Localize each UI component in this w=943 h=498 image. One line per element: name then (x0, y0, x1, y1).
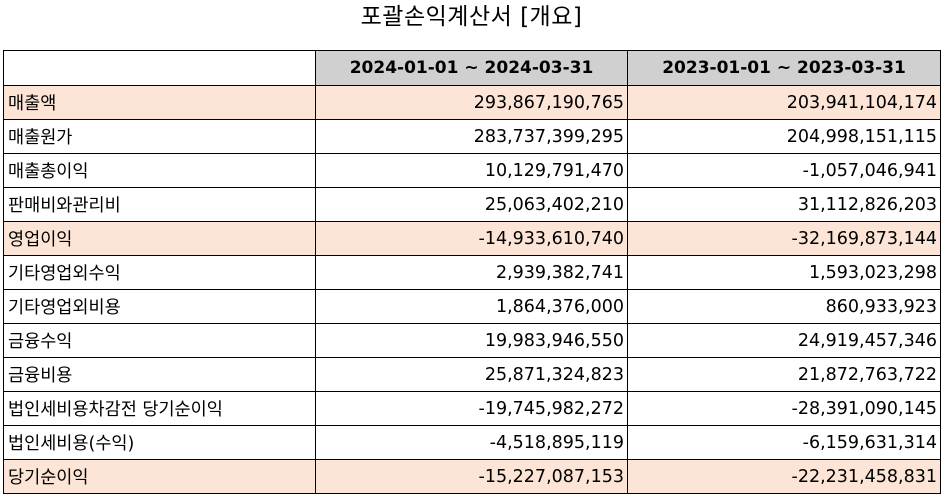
current-period-value: -4,518,895,119 (315, 425, 628, 460)
table-row: 매출총이익 10,129,791,470 -1,057,046,941 (3, 153, 941, 188)
row-label: 금융수익 (3, 323, 316, 358)
prior-period-value: -32,169,873,144 (627, 221, 941, 256)
row-label: 법인세비용차감전 당기순이익 (3, 391, 316, 426)
table-row: 당기순이익 -15,227,087,153 -22,231,458,831 (3, 459, 941, 494)
row-label: 매출총이익 (3, 153, 316, 188)
table-header-row: 2024-01-01 ~ 2024-03-31 2023-01-01 ~ 202… (3, 50, 941, 86)
table-row: 기타영업외비용 1,864,376,000 860,933,923 (3, 289, 941, 324)
table-row: 법인세비용차감전 당기순이익 -19,745,982,272 -28,391,090… (3, 391, 941, 426)
current-period-value: 283,737,399,295 (315, 119, 628, 154)
current-period-value: 1,864,376,000 (315, 289, 628, 324)
row-label: 당기순이익 (3, 459, 316, 494)
prior-period-value: 21,872,763,722 (627, 357, 941, 392)
prior-period-value: 860,933,923 (627, 289, 941, 324)
header-blank-cell (3, 50, 316, 86)
current-period-value: 2,939,382,741 (315, 255, 628, 290)
table-row: 영업이익 -14,933,610,740 -32,169,873,144 (3, 221, 941, 256)
row-label: 금융비용 (3, 357, 316, 392)
column-header-current-period: 2024-01-01 ~ 2024-03-31 (315, 50, 628, 86)
table-row: 금융비용 25,871,324,823 21,872,763,722 (3, 357, 941, 392)
table-row: 법인세비용(수익) -4,518,895,119 -6,159,631,314 (3, 425, 941, 460)
row-label: 판매비와관리비 (3, 187, 316, 222)
prior-period-value: 204,998,151,115 (627, 119, 941, 154)
row-label: 기타영업외수익 (3, 255, 316, 290)
table-row: 기타영업외수익 2,939,382,741 1,593,023,298 (3, 255, 941, 290)
row-label: 법인세비용(수익) (3, 425, 316, 460)
column-header-prior-period: 2023-01-01 ~ 2023-03-31 (627, 50, 941, 86)
row-label: 기타영업외비용 (3, 289, 316, 324)
current-period-value: 10,129,791,470 (315, 153, 628, 188)
current-period-value: 19,983,946,550 (315, 323, 628, 358)
current-period-value: -15,227,087,153 (315, 459, 628, 494)
table-body: 매출액 293,867,190,765 203,941,104,174 매출원가 283… (3, 85, 941, 494)
table-row: 판매비와관리비 25,063,402,210 31,112,826,203 (3, 187, 941, 222)
row-label: 영업이익 (3, 221, 316, 256)
table-row: 금융수익 19,983,946,550 24,919,457,346 (3, 323, 941, 358)
prior-period-value: -22,231,458,831 (627, 459, 941, 494)
row-label: 매출원가 (3, 119, 316, 154)
page-title: 포괄손익계산서 [개요] (360, 4, 583, 30)
prior-period-value: 1,593,023,298 (627, 255, 941, 290)
prior-period-value: -6,159,631,314 (627, 425, 941, 460)
prior-period-value: 24,919,457,346 (627, 323, 941, 358)
current-period-value: -14,933,610,740 (315, 221, 628, 256)
row-label: 매출액 (3, 85, 316, 120)
current-period-value: 25,871,324,823 (315, 357, 628, 392)
table-row: 매출원가 283,737,399,295 204,998,151,115 (3, 119, 941, 154)
current-period-value: 293,867,190,765 (315, 85, 628, 120)
prior-period-value: 31,112,826,203 (627, 187, 941, 222)
income-statement-table: 2024-01-01 ~ 2024-03-31 2023-01-01 ~ 202… (3, 50, 941, 494)
prior-period-value: -1,057,046,941 (627, 153, 941, 188)
current-period-value: 25,063,402,210 (315, 187, 628, 222)
current-period-value: -19,745,982,272 (315, 391, 628, 426)
prior-period-value: -28,391,090,145 (627, 391, 941, 426)
prior-period-value: 203,941,104,174 (627, 85, 941, 120)
table-row: 매출액 293,867,190,765 203,941,104,174 (3, 85, 941, 120)
